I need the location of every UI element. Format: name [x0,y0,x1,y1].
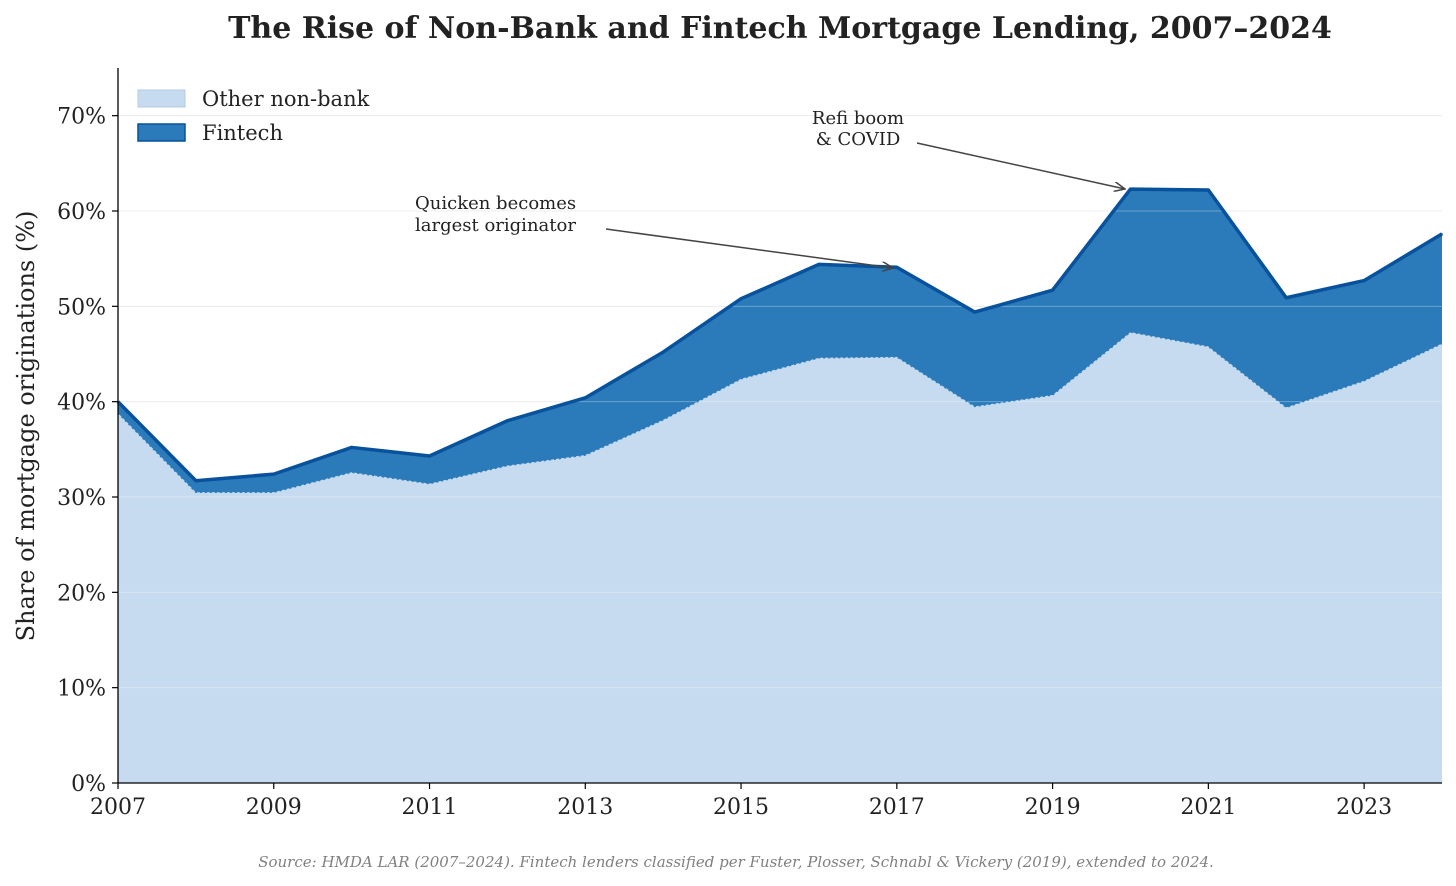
point-total-2008 [195,479,197,482]
point-total-2012 [506,419,509,422]
point-total-2018 [973,311,976,313]
point-total-2015 [740,297,742,300]
y-tick-label-0: 0% [71,772,106,797]
y-tick-label-10: 10% [57,677,106,702]
x-tick-label-2013: 2013 [557,795,613,820]
axis-ticks: 0% 10% 20% 30% 40% 50% 60% 70% 2007 2009 2011 2013 2… [57,105,1392,820]
line-other-non-bank-top [117,331,1443,493]
chart-title: The Rise of Non-Bank and Fintech Mortgag… [228,11,1332,46]
legend-label-fintech: Fintech [202,121,283,145]
point-total-2023 [1363,279,1365,282]
gridlines-overlay [118,115,1442,689]
y-tick-label-20: 20% [57,581,106,606]
area-fintech [118,189,1442,493]
x-tick-label-2019: 2019 [1025,795,1081,820]
y-tick-label-30: 30% [57,486,106,511]
point-total-2016 [818,263,820,266]
point-total-2021 [1207,189,1210,191]
y-axis-label: Share of mortgage originations (%) [12,211,40,642]
annotations: Quicken becomes largest originator Refi … [415,108,1125,268]
legend-swatch-fintech [137,123,186,142]
point-total-2019 [1051,289,1054,291]
x-tick-label-2009: 2009 [246,795,302,820]
x-tick-label-2021: 2021 [1180,795,1236,820]
y-tick-label-60: 60% [57,200,106,225]
point-total-2020 [1129,188,1132,190]
source-note: Source: HMDA LAR (2007–2024). Fintech le… [258,853,1214,871]
x-tick-label-2023: 2023 [1336,795,1392,820]
x-tick-label-2007: 2007 [90,795,146,820]
point-total-2017 [896,266,898,269]
point-total-2010 [350,446,353,449]
plot-lines [116,187,1443,493]
legend: Other non-bank Fintech [137,87,370,145]
point-total-2009 [272,473,275,475]
legend-swatch-other-non-bank [137,89,186,108]
annotation-quicken-line-1: Quicken becomes [415,193,576,214]
line-total [116,187,1443,483]
legend-label-other-non-bank: Other non-bank [202,87,370,111]
y-tick-label-50: 50% [57,295,106,320]
x-tick-label-2015: 2015 [713,795,769,820]
annotation-refi-line-2: & COVID [816,129,901,150]
y-tick-label-70: 70% [57,105,106,130]
annotation-quicken-arrow [605,228,893,268]
annotation-refi-arrow [916,142,1125,189]
x-tick-label-2011: 2011 [402,795,458,820]
y-tick-label-40: 40% [57,391,106,416]
point-total-2013 [584,397,587,399]
point-total-2022 [1285,296,1288,299]
point-total-2024 [1441,233,1443,235]
point-total-2011 [428,455,431,457]
point-total-2014 [662,351,664,353]
x-tick-label-2017: 2017 [869,795,925,820]
annotation-quicken-line-2: largest originator [415,215,576,236]
area-other-non-bank [118,332,1442,783]
annotation-refi-line-1: Refi boom [812,108,904,129]
plot-areas [118,189,1442,783]
